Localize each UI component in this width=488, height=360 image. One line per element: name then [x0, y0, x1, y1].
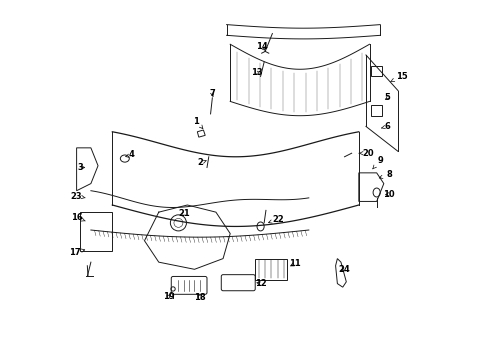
- Text: 10: 10: [383, 190, 394, 199]
- Text: 9: 9: [372, 156, 382, 169]
- Text: 6: 6: [381, 122, 389, 131]
- Text: 20: 20: [358, 149, 373, 158]
- Text: 5: 5: [384, 93, 389, 102]
- Text: 4: 4: [125, 150, 135, 159]
- Text: 22: 22: [268, 215, 284, 224]
- Text: 8: 8: [379, 170, 391, 179]
- Text: 24: 24: [338, 265, 350, 274]
- Text: 16: 16: [71, 213, 85, 222]
- Text: 13: 13: [251, 68, 262, 77]
- Text: 1: 1: [193, 117, 203, 129]
- Text: 19: 19: [163, 292, 174, 301]
- Text: 18: 18: [194, 293, 205, 302]
- Text: 7: 7: [209, 89, 215, 98]
- Text: 12: 12: [254, 279, 266, 288]
- Text: 11: 11: [288, 260, 300, 269]
- Text: 17: 17: [69, 248, 84, 257]
- Text: 14: 14: [255, 41, 267, 50]
- Text: 23: 23: [71, 192, 85, 201]
- Text: 2: 2: [197, 158, 206, 167]
- Text: 21: 21: [178, 210, 189, 219]
- Text: 15: 15: [390, 72, 407, 82]
- Text: 3: 3: [77, 163, 84, 172]
